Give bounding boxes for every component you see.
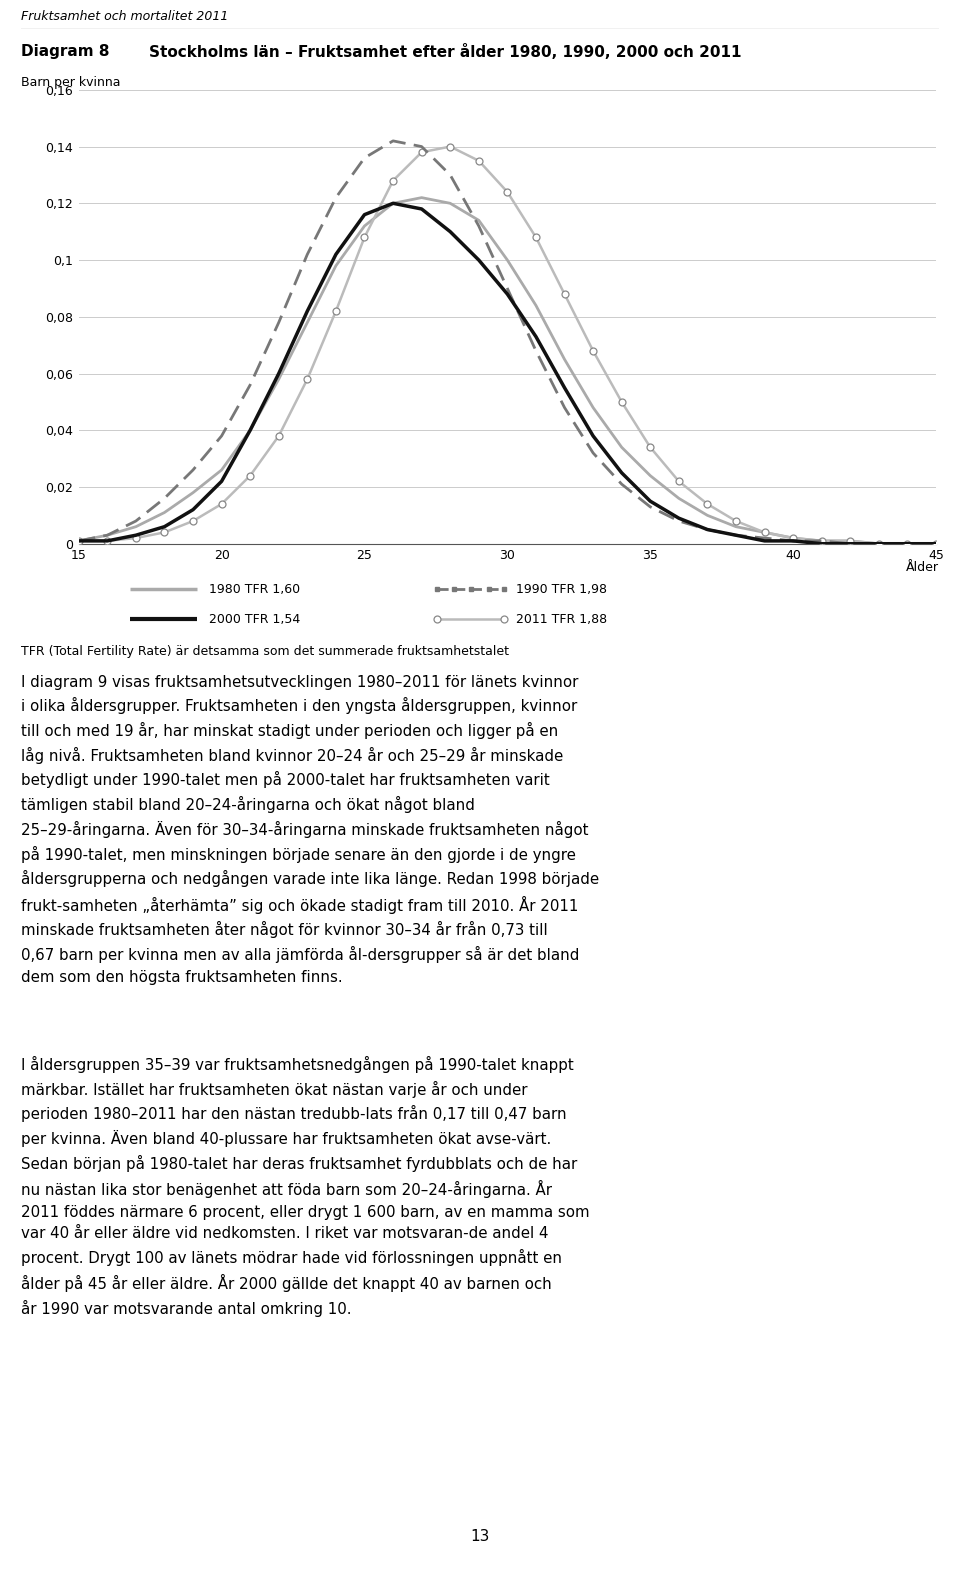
Text: 1980 TFR 1,60: 1980 TFR 1,60 — [209, 583, 300, 596]
Text: 13: 13 — [470, 1529, 490, 1544]
Text: 2011 TFR 1,88: 2011 TFR 1,88 — [516, 613, 608, 626]
Text: Diagram 8: Diagram 8 — [21, 44, 109, 60]
Text: I diagram 9 visas fruktsamhetsutvecklingen 1980–2011 för länets kvinnor
i olika : I diagram 9 visas fruktsamhetsutveckling… — [21, 675, 599, 985]
Text: I åldersgruppen 35–39 var fruktsamhetsnedgången på 1990-talet knappt
märkbar. Is: I åldersgruppen 35–39 var fruktsamhetsne… — [21, 1056, 589, 1318]
Text: 1990 TFR 1,98: 1990 TFR 1,98 — [516, 583, 608, 596]
Text: Ålder: Ålder — [906, 561, 939, 574]
Text: TFR (Total Fertility Rate) är detsamma som det summerade fruktsamhetstalet: TFR (Total Fertility Rate) är detsamma s… — [21, 645, 509, 657]
Text: 2000 TFR 1,54: 2000 TFR 1,54 — [209, 613, 300, 626]
Text: Barn per kvinna: Barn per kvinna — [21, 76, 121, 88]
Text: Stockholms län – Fruktsamhet efter ålder 1980, 1990, 2000 och 2011: Stockholms län – Fruktsamhet efter ålder… — [149, 44, 741, 60]
Text: Fruktsamhet och mortalitet 2011: Fruktsamhet och mortalitet 2011 — [21, 11, 228, 24]
